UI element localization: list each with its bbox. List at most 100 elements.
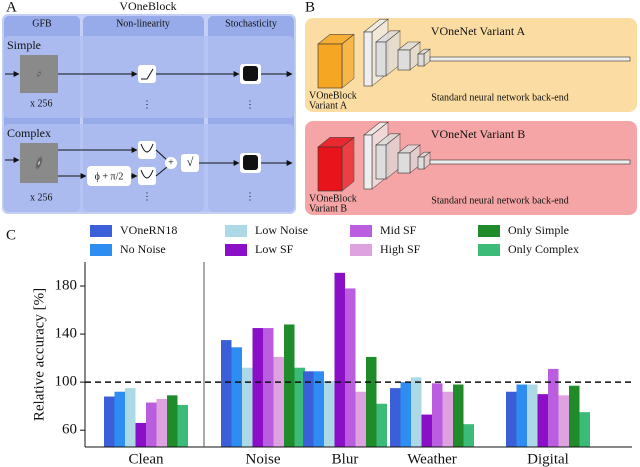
bar	[453, 384, 464, 447]
legend-label: Only Simple	[508, 223, 569, 237]
bar	[146, 402, 157, 447]
bar	[548, 368, 559, 447]
count: x 256	[30, 192, 53, 203]
bar	[558, 395, 569, 447]
layer-front	[397, 152, 411, 174]
panel-label: A	[6, 0, 17, 15]
layer-front	[363, 134, 373, 190]
panel-label: C	[6, 227, 16, 243]
y-axis-label: Relative accuracy [%]	[31, 288, 47, 421]
y-tick-label: 100	[55, 374, 78, 390]
bar	[355, 391, 366, 447]
panel-label: B	[305, 0, 315, 15]
bar	[104, 396, 115, 447]
bar	[156, 398, 167, 447]
bar	[516, 384, 527, 447]
bar	[303, 371, 314, 447]
column-header: GFB	[32, 18, 52, 29]
bar	[537, 394, 548, 447]
layer-side	[341, 33, 355, 89]
x-tick-label: Weather	[407, 451, 457, 467]
bar	[527, 384, 538, 447]
layer-side	[341, 136, 355, 192]
sqrt-box	[181, 154, 199, 172]
y-tick-label: 60	[62, 422, 77, 438]
bar	[366, 356, 377, 447]
legend-label: VOneRN18	[120, 223, 177, 237]
bar	[167, 395, 178, 447]
backend-label: Standard neural network back-end	[431, 92, 568, 103]
legend-label: Low SF	[255, 242, 294, 256]
bar	[284, 324, 295, 447]
backend-bar	[429, 159, 631, 165]
y-tick-label: 140	[55, 326, 78, 342]
column-header: Non-linearity	[116, 18, 170, 29]
layer-front	[317, 43, 343, 89]
bar	[421, 414, 432, 447]
sum-label: +	[168, 157, 174, 168]
panel-a: VOneBlock GFB Non-linearity Stochasticit…	[2, 0, 296, 214]
bar	[579, 412, 590, 447]
row-label: Complex	[7, 126, 51, 140]
bar	[345, 288, 356, 447]
legend-swatch	[350, 225, 372, 237]
bar	[334, 272, 345, 447]
bar	[114, 391, 125, 447]
legend-label: Mid SF	[380, 223, 417, 237]
square-box	[138, 167, 156, 185]
bar	[506, 391, 517, 447]
layer-front	[417, 53, 425, 67]
backend-bar	[429, 56, 631, 62]
sum-node	[165, 157, 177, 169]
layer-front	[375, 144, 387, 180]
bar	[569, 385, 580, 447]
layer-front	[397, 49, 411, 71]
layer-front	[375, 41, 387, 77]
phase-label: ϕ + π/2	[95, 171, 124, 182]
bar	[263, 328, 274, 447]
bar	[221, 340, 232, 447]
bar	[135, 422, 146, 447]
bar	[252, 328, 263, 447]
count: x 256	[30, 98, 53, 109]
phase-box	[87, 166, 131, 186]
arrow	[155, 149, 168, 177]
bar	[273, 356, 284, 447]
legend-swatch	[225, 225, 247, 237]
row-label: Simple	[7, 38, 41, 52]
x-tick-label: Clean	[129, 451, 164, 467]
ellipsis: ⋮	[245, 99, 255, 110]
backend-label: Standard neural network back-end	[431, 195, 568, 206]
legend-label: No Noise	[120, 242, 166, 256]
y-tick-label: 180	[55, 277, 78, 293]
x-tick-label: Digital	[527, 451, 569, 467]
bar	[400, 382, 411, 447]
legend-swatch	[350, 244, 372, 256]
bar	[324, 380, 335, 447]
bar	[231, 347, 242, 447]
bar	[432, 383, 443, 447]
ellipsis: ⋮	[245, 191, 255, 202]
sqrt-label: √	[187, 155, 194, 169]
legend-label: High SF	[380, 242, 421, 256]
block-title: VOneBlock	[119, 0, 176, 13]
layer-front	[317, 146, 343, 192]
block-label: VOneBlock	[309, 90, 357, 101]
legend-swatch	[225, 244, 247, 256]
dice	[243, 155, 258, 170]
bar	[411, 377, 422, 447]
square-icon	[140, 143, 154, 153]
bar	[376, 403, 387, 447]
block-label: VOneBlock	[309, 193, 357, 204]
bar	[125, 388, 136, 447]
bar	[313, 371, 324, 447]
column-header: Stochasticity	[225, 18, 277, 29]
legend-swatch	[478, 225, 500, 237]
x-tick-label: Noise	[246, 451, 281, 467]
block-label: Variant A	[309, 100, 348, 111]
bar	[463, 424, 474, 447]
legend-label: Low Noise	[255, 223, 308, 237]
legend-swatch	[90, 225, 112, 237]
